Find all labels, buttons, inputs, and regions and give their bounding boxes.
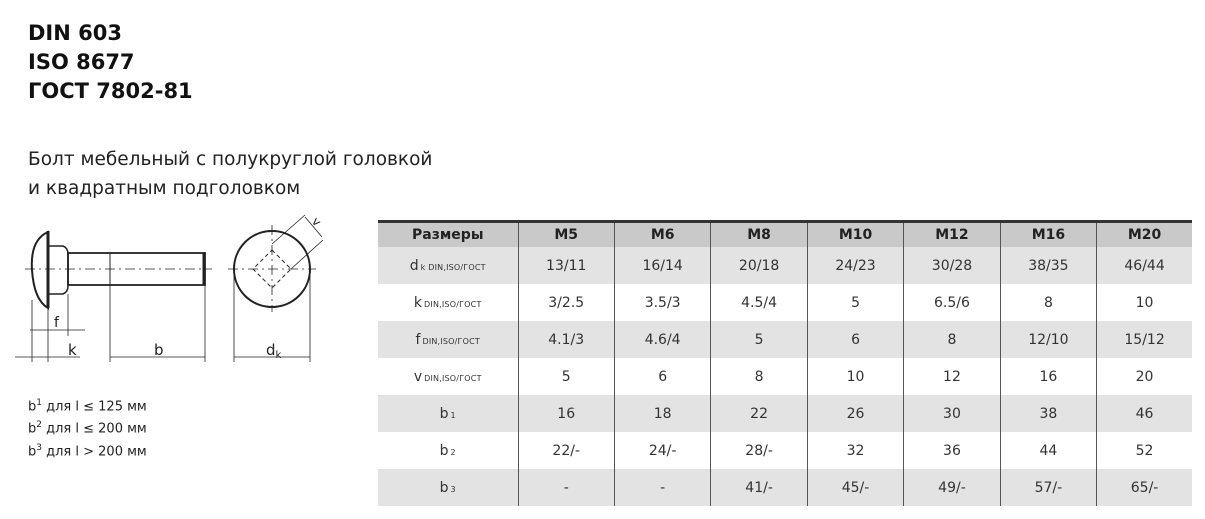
table-cell: 49/- bbox=[903, 469, 1001, 506]
standard-iso: ISO 8677 bbox=[28, 50, 135, 74]
table-cell: 10 bbox=[1096, 284, 1192, 321]
table-cell: 22/- bbox=[517, 432, 615, 469]
table-cell: 8 bbox=[710, 358, 808, 395]
bolt-drawing: f k b v dk bbox=[15, 214, 324, 362]
table-row: b 2 22/- 24/- 28/- 32 36 44 52 bbox=[378, 432, 1192, 469]
table-cell: 5 bbox=[517, 358, 615, 395]
table-cell: - bbox=[517, 469, 615, 506]
table-cell: 46 bbox=[1096, 395, 1192, 432]
table-cell: 22 bbox=[710, 395, 808, 432]
thread-length-notes: b1 для l ≤ 125 мм b2 для l ≤ 200 мм b3 д… bbox=[28, 394, 147, 461]
table-cell: 36 bbox=[903, 432, 1001, 469]
table-cell: 38/35 bbox=[999, 247, 1097, 284]
column-header-m5: M5 bbox=[517, 221, 615, 247]
table-cell: 12 bbox=[903, 358, 1001, 395]
table-cell: 30 bbox=[903, 395, 1001, 432]
table-cell: 57/- bbox=[999, 469, 1097, 506]
column-header-dimensions: Размеры bbox=[378, 221, 518, 247]
row-label: f DIN,ISO/ГОСТ bbox=[378, 321, 518, 358]
column-header-m16: M16 bbox=[999, 221, 1097, 247]
column-header-m12: M12 bbox=[903, 221, 1001, 247]
table-cell: 20/18 bbox=[710, 247, 808, 284]
table-cell: 46/44 bbox=[1096, 247, 1192, 284]
table-cell: 3.5/3 bbox=[613, 284, 711, 321]
label-dk: dk bbox=[266, 341, 282, 361]
table-cell: 3/2.5 bbox=[517, 284, 615, 321]
label-b: b bbox=[154, 341, 164, 359]
column-header-m8: M8 bbox=[710, 221, 808, 247]
table-cell: 38 bbox=[999, 395, 1097, 432]
table-cell: 26 bbox=[806, 395, 904, 432]
table-row: f DIN,ISO/ГОСТ 4.1/3 4.6/4 5 6 8 12/10 15/12 bbox=[378, 321, 1192, 358]
product-description: Болт мебельный с полукруглой головкой и … bbox=[28, 149, 433, 199]
table-cell: 16/14 bbox=[613, 247, 711, 284]
table-cell: 41/- bbox=[710, 469, 808, 506]
table-cell: 24/23 bbox=[806, 247, 904, 284]
table-cell: 28/- bbox=[710, 432, 808, 469]
table-cell: 4.1/3 bbox=[517, 321, 615, 358]
table-cell: 6 bbox=[806, 321, 904, 358]
table-cell: 24/- bbox=[613, 432, 711, 469]
table-cell: 8 bbox=[903, 321, 1001, 358]
label-v: v bbox=[309, 214, 324, 229]
table-cell: 32 bbox=[806, 432, 904, 469]
row-label: v DIN,ISO/ГОСТ bbox=[413, 368, 482, 385]
table-cell: 52 bbox=[1096, 432, 1192, 469]
row-label: k DIN,ISO/ГОСТ bbox=[413, 294, 482, 311]
table-cell: 12/10 bbox=[999, 321, 1097, 358]
table-cell: 8 bbox=[999, 284, 1097, 321]
label-k: k bbox=[68, 341, 77, 359]
table-cell: 5 bbox=[710, 321, 808, 358]
table-cell: 13/11 bbox=[517, 247, 615, 284]
table-cell: 44 bbox=[999, 432, 1097, 469]
table-cell: 15/12 bbox=[1096, 321, 1192, 358]
column-header-m6: M6 bbox=[613, 221, 711, 247]
table-cell: 20 bbox=[1096, 358, 1192, 395]
note-item: b1 для l ≤ 125 мм bbox=[28, 398, 147, 415]
table-cell: 16 bbox=[999, 358, 1097, 395]
table-cell: 4.5/4 bbox=[710, 284, 808, 321]
standards-list: DIN 603 ISO 8677 ГОСТ 7802-81 bbox=[28, 19, 193, 106]
table-cell: - bbox=[613, 469, 711, 506]
table-header-row: Размеры M5 M6 M8 M10 M12 M16 M20 bbox=[378, 221, 1192, 247]
table-cell: 30/28 bbox=[903, 247, 1001, 284]
column-header-m20: M20 bbox=[1096, 221, 1192, 247]
table-row: b 3- -41/- 45/- 49/- 57/- 65/- bbox=[378, 469, 1192, 506]
note-item: b2 для l ≤ 200 мм bbox=[28, 420, 147, 437]
table-cell: 4.6/4 bbox=[613, 321, 711, 358]
table-cell: 10 bbox=[806, 358, 904, 395]
label-f: f bbox=[54, 315, 60, 331]
table-cell: 6.5/6 bbox=[903, 284, 1001, 321]
table-cell: 16 bbox=[517, 395, 615, 432]
column-header-m10: M10 bbox=[806, 221, 904, 247]
table-cell: 6 bbox=[613, 358, 711, 395]
table-row: b 1 16 18 22 26 30 38 46 bbox=[378, 395, 1192, 432]
standard-gost: ГОСТ 7802-81 bbox=[28, 79, 193, 103]
note-item: b3 для l > 200 мм bbox=[28, 442, 147, 459]
table-cell: 5 bbox=[806, 284, 904, 321]
table-cell: 45/- bbox=[806, 469, 904, 506]
table-row: k DIN,ISO/ГОСТ 3/2.5 3.5/3 4.5/4 5 6.5/6 8 10 bbox=[378, 284, 1192, 321]
standard-din: DIN 603 bbox=[28, 21, 122, 45]
table-cell: 18 bbox=[613, 395, 711, 432]
table-cell: 65/- bbox=[1096, 469, 1192, 506]
table-row: v DIN,ISO/ГОСТ 5 6 8 10 12 16 20 bbox=[378, 358, 1192, 395]
